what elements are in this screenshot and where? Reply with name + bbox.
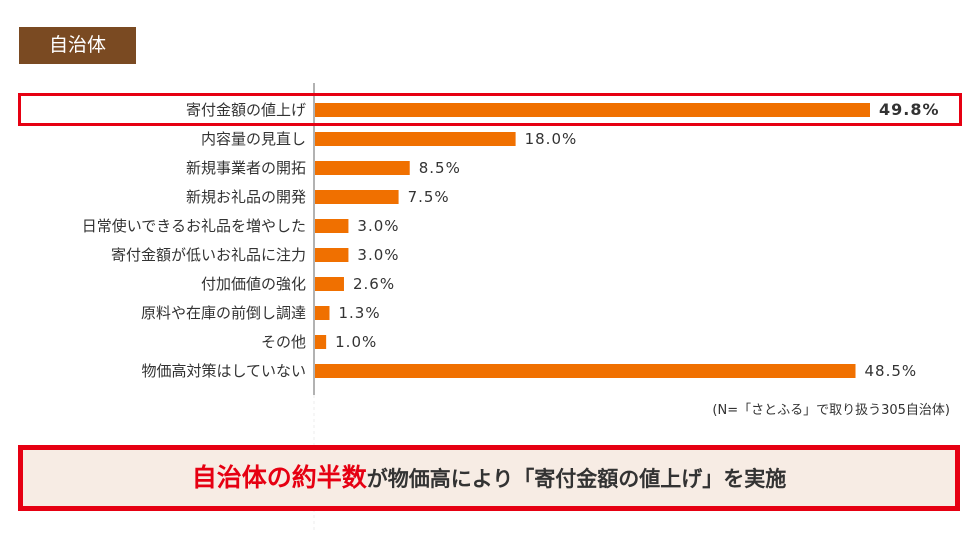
category-label: 寄付金額が低いお礼品に注力 [111,246,306,264]
bar [315,219,349,233]
category-label: 付加価値の強化 [201,275,306,293]
bar [315,335,327,349]
category-label: 内容量の見直し [201,130,306,148]
bar [315,132,516,146]
value-label: 8.5% [419,159,461,177]
category-label: 新規お礼品の開発 [186,188,306,206]
bar [315,161,410,175]
highlight-frame [18,93,962,126]
category-label: 寄付金額の値上げ [186,101,306,119]
summary-banner: 自治体の約半数が物価高により「寄付金額の値上げ」を実施 [18,445,960,511]
category-label: 新規事業者の開拓 [186,159,306,177]
category-tag: 自治体 [19,27,136,64]
value-label: 18.0% [525,130,578,148]
bar [315,277,344,291]
value-label: 1.3% [338,304,380,322]
category-label: 日常使いできるお礼品を増やした [82,217,306,235]
bar [315,248,349,262]
value-label: 49.8% [879,100,940,119]
value-label: 48.5% [865,362,918,380]
bar [315,306,330,320]
bar [315,364,856,378]
value-label: 3.0% [357,217,399,235]
category-label: 物価高対策はしていない [141,362,306,380]
banner-emphasis: 自治体の約半数 [191,463,367,492]
bar [315,190,399,204]
bar [315,103,870,117]
banner-text: が物価高により「寄付金額の値上げ」を実施 [366,467,787,491]
sample-note: (N=「さとふる」で取り扱う305自治体) [712,403,950,418]
category-label: その他 [261,333,306,351]
value-label: 1.0% [335,333,377,351]
category-label: 原料や在庫の前倒し調達 [141,304,306,322]
value-label: 3.0% [357,246,399,264]
value-label: 7.5% [408,188,450,206]
value-label: 2.6% [353,275,395,293]
